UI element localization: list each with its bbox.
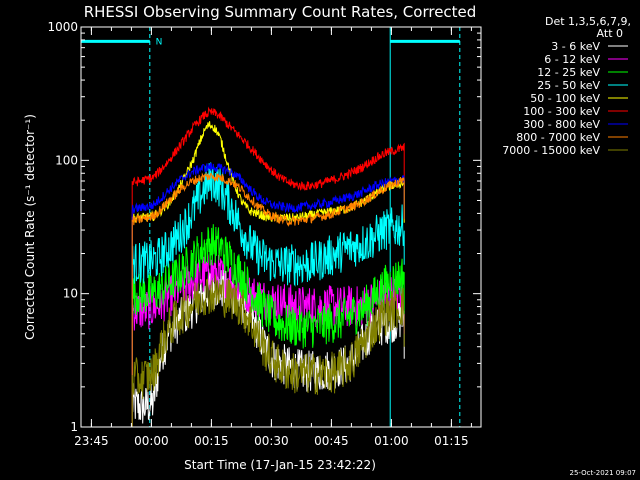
series-line-5 xyxy=(131,106,405,427)
x-axis-label: Start Time (17-Jan-15 23:42:22) xyxy=(184,458,376,472)
series-line-6 xyxy=(131,162,405,427)
x-tick-label-1: 00:00 xyxy=(134,434,169,448)
legend-label-4: 50 - 100 keV xyxy=(530,92,600,105)
marker-bar-label: N xyxy=(156,37,163,47)
legend-label-5: 100 - 300 keV xyxy=(523,105,600,118)
x-tick-label-5: 01:00 xyxy=(374,434,409,448)
legend-label-6: 300 - 800 keV xyxy=(523,118,600,131)
x-tick-label-2: 00:15 xyxy=(194,434,229,448)
date-stamp: 25-Oct-2021 09:07 xyxy=(570,469,636,477)
series-line-2 xyxy=(131,224,405,427)
series-line-7 xyxy=(131,172,405,427)
legend-label-7: 800 - 7000 keV xyxy=(516,131,600,144)
legend-label-2: 12 - 25 keV xyxy=(537,66,600,79)
plot-frame xyxy=(80,26,482,428)
series-lines xyxy=(131,106,405,427)
legend-label-8: 7000 - 15000 keV xyxy=(502,144,600,157)
y-tick-label-1: 10 xyxy=(63,287,78,301)
y-tick-label-2: 100 xyxy=(55,153,78,167)
y-tick-label-0: 1 xyxy=(70,420,78,434)
legend-header-line-1: Det 1,3,5,6,7,9, xyxy=(545,15,631,28)
plot-area: N 1 10 100 1000 23:45 00:00 00:15 00:30 00:45 01:… xyxy=(47,20,482,448)
legend-label-0: 3 - 6 keV xyxy=(551,40,600,53)
series-line-3 xyxy=(131,162,405,427)
x-tick-label-4: 00:45 xyxy=(314,434,349,448)
x-tick-label-6: 01:15 xyxy=(434,434,469,448)
x-tick-label-3: 00:30 xyxy=(254,434,289,448)
legend-header-line-2: Att 0 xyxy=(597,27,623,40)
x-tick-label-0: 23:45 xyxy=(74,434,109,448)
series-line-8 xyxy=(131,274,405,427)
y-axis-label: Corrected Count Rate (s⁻¹ detector⁻¹) xyxy=(23,114,37,340)
axis-ticks: 1 10 100 1000 23:45 00:00 00:15 00:30 00:45 01:00… xyxy=(47,20,481,448)
legend-label-1: 6 - 12 keV xyxy=(544,53,600,66)
legend-label-3: 25 - 50 keV xyxy=(537,79,600,92)
y-tick-label-3: 1000 xyxy=(47,20,78,34)
chart-title: RHESSI Observing Summary Count Rates, Co… xyxy=(84,3,477,21)
